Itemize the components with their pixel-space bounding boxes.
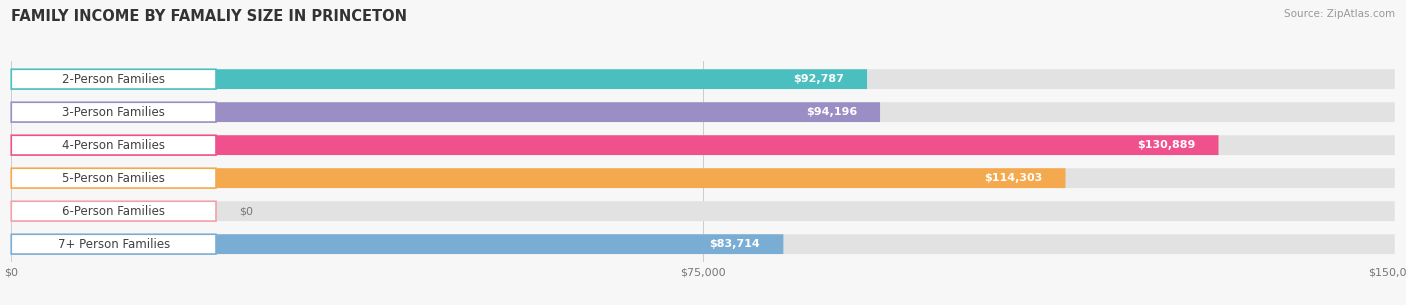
FancyBboxPatch shape (11, 234, 1395, 254)
Text: $130,889: $130,889 (1137, 140, 1195, 150)
FancyBboxPatch shape (11, 201, 217, 221)
FancyBboxPatch shape (11, 168, 217, 188)
Text: $92,787: $92,787 (793, 74, 844, 84)
Text: FAMILY INCOME BY FAMALIY SIZE IN PRINCETON: FAMILY INCOME BY FAMALIY SIZE IN PRINCET… (11, 9, 408, 24)
Text: 3-Person Families: 3-Person Families (62, 106, 165, 119)
FancyBboxPatch shape (11, 168, 1066, 188)
FancyBboxPatch shape (11, 135, 1395, 155)
Text: $94,196: $94,196 (806, 107, 858, 117)
Text: 7+ Person Families: 7+ Person Families (58, 238, 170, 251)
FancyBboxPatch shape (11, 102, 880, 122)
FancyBboxPatch shape (11, 234, 217, 254)
Text: 4-Person Families: 4-Person Families (62, 139, 165, 152)
FancyBboxPatch shape (11, 201, 1395, 221)
Text: 2-Person Families: 2-Person Families (62, 73, 165, 86)
Text: $83,714: $83,714 (710, 239, 761, 249)
FancyBboxPatch shape (11, 69, 1395, 89)
Text: Source: ZipAtlas.com: Source: ZipAtlas.com (1284, 9, 1395, 19)
Text: $114,303: $114,303 (984, 173, 1042, 183)
FancyBboxPatch shape (11, 135, 1219, 155)
Text: $0: $0 (239, 206, 253, 216)
FancyBboxPatch shape (11, 168, 1395, 188)
FancyBboxPatch shape (11, 135, 217, 155)
Text: 5-Person Families: 5-Person Families (62, 172, 165, 185)
Text: 6-Person Families: 6-Person Families (62, 205, 165, 218)
FancyBboxPatch shape (11, 69, 217, 89)
FancyBboxPatch shape (11, 102, 1395, 122)
FancyBboxPatch shape (11, 234, 783, 254)
FancyBboxPatch shape (11, 69, 868, 89)
FancyBboxPatch shape (11, 102, 217, 122)
